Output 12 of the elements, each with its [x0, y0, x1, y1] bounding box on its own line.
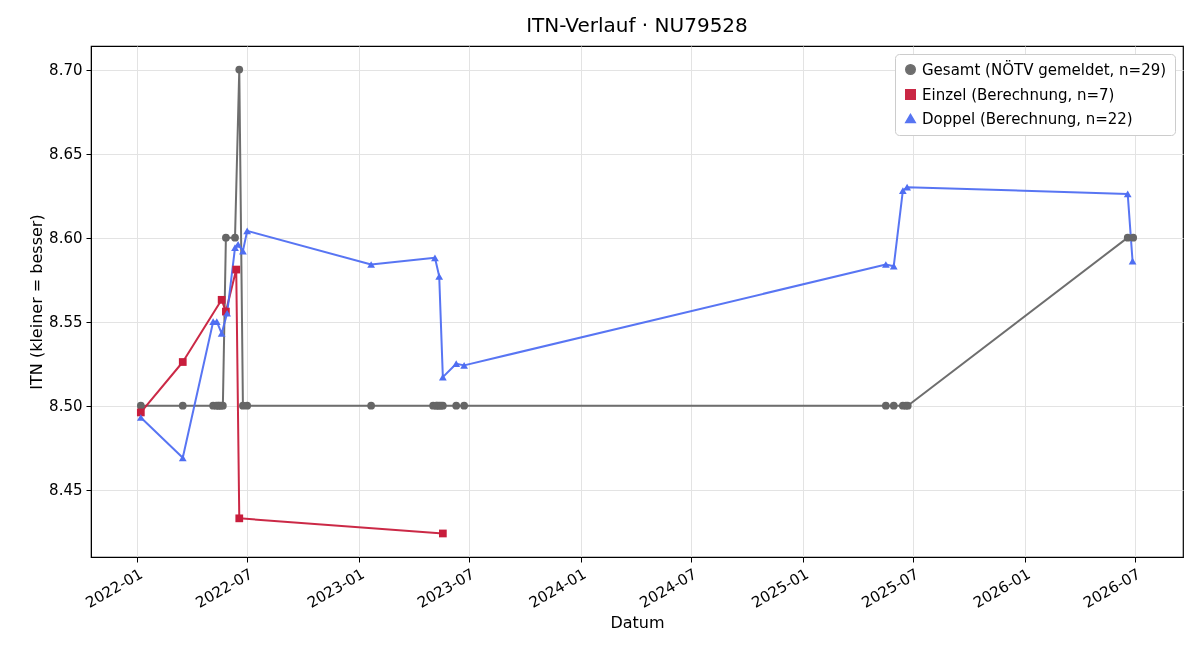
- chart-title: ITN-Verlauf · NU79528: [526, 13, 748, 37]
- y-tick-label: 8.70: [49, 61, 83, 80]
- y-tick-label: 8.65: [49, 145, 83, 164]
- legend-label: Doppel (Berechnung, n=22): [922, 109, 1133, 128]
- y-tick-label: 8.45: [49, 481, 83, 500]
- legend-label: Gesamt (NÖTV gemeldet, n=29): [922, 59, 1167, 79]
- y-tick-label: 8.60: [49, 229, 83, 248]
- y-tick-label: 8.55: [49, 313, 83, 332]
- y-axis-title: ITN (kleiner = besser): [27, 214, 47, 390]
- x-axis-title: Datum: [610, 612, 665, 632]
- legend-label: Einzel (Berechnung, n=7): [922, 85, 1115, 104]
- y-tick-label: 8.50: [49, 397, 83, 416]
